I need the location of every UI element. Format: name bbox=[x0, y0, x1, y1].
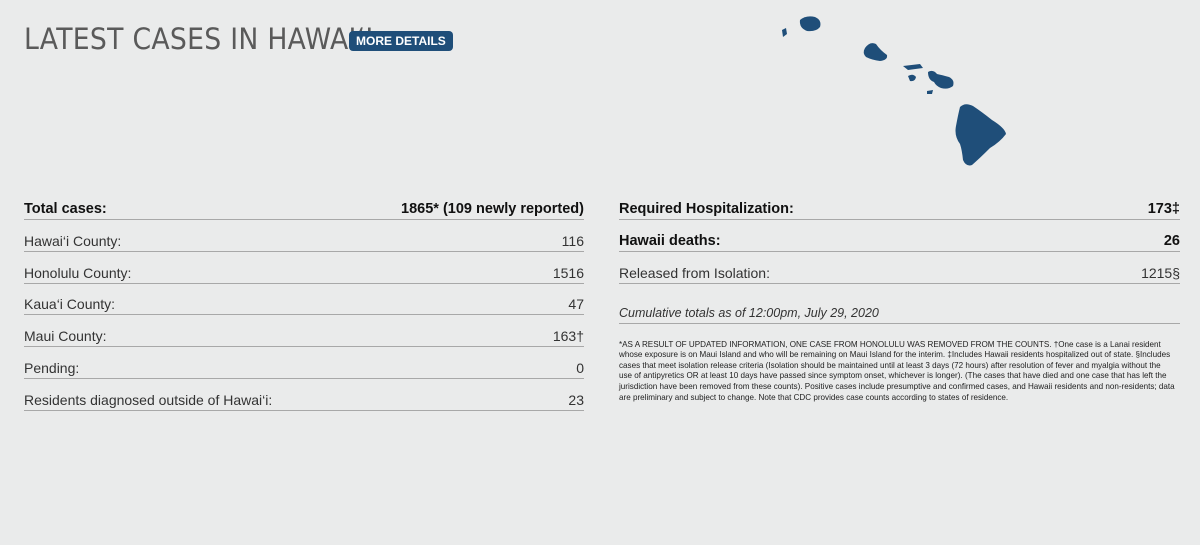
footnote: *AS A RESULT OF UPDATED INFORMATION, ONE… bbox=[619, 339, 1175, 402]
row-value: 23 bbox=[568, 391, 584, 408]
table-row-deaths: Hawaii deaths: 26 bbox=[619, 220, 1180, 252]
row-value: 47 bbox=[568, 296, 584, 313]
table-row-residents-outside: Residents diagnosed outside of Hawai‘i: … bbox=[24, 379, 584, 411]
cases-table: Total cases: 1865* (109 newly reported) … bbox=[24, 200, 584, 411]
row-value: 26 bbox=[1163, 232, 1180, 249]
row-label: Hawai‘i County: bbox=[24, 232, 122, 249]
table-row-released: Released from Isolation: 1215§ bbox=[619, 252, 1180, 284]
row-label: Total cases: bbox=[24, 201, 107, 217]
row-value: 1865* (109 newly reported) bbox=[401, 201, 584, 217]
page-title: LATEST CASES IN HAWAI‘I bbox=[24, 22, 374, 56]
row-label: Released from Isolation: bbox=[619, 264, 770, 281]
row-label: Residents diagnosed outside of Hawai‘i: bbox=[24, 391, 273, 408]
outcomes-table: Required Hospitalization: 173‡ Hawaii de… bbox=[619, 200, 1180, 403]
table-row-hospitalization: Required Hospitalization: 173‡ bbox=[619, 200, 1180, 220]
row-value: 1516 bbox=[552, 264, 584, 281]
cumulative-note: Cumulative totals as of 12:00pm, July 29… bbox=[619, 306, 1180, 324]
row-label: Pending: bbox=[24, 359, 80, 376]
table-row-hawaii-county: Hawai‘i County: 116 bbox=[24, 220, 584, 252]
row-value: 163† bbox=[552, 328, 584, 345]
more-details-button[interactable]: MORE DETAILS bbox=[349, 31, 453, 51]
table-row-kauai-county: Kaua‘i County: 47 bbox=[24, 284, 584, 316]
table-row-total-cases: Total cases: 1865* (109 newly reported) bbox=[24, 200, 584, 220]
hawaii-islands-map-icon bbox=[782, 16, 1006, 166]
table-row-honolulu-county: Honolulu County: 1516 bbox=[24, 252, 584, 284]
table-row-pending: Pending: 0 bbox=[24, 347, 584, 379]
row-value: 116 bbox=[561, 232, 584, 249]
row-label: Maui County: bbox=[24, 328, 107, 345]
table-row-maui-county: Maui County: 163† bbox=[24, 315, 584, 348]
row-value: 1215§ bbox=[1141, 264, 1180, 281]
row-label: Honolulu County: bbox=[24, 264, 132, 281]
row-label: Kaua‘i County: bbox=[24, 296, 116, 313]
row-value: 173‡ bbox=[1147, 201, 1180, 217]
row-label: Hawaii deaths: bbox=[619, 232, 721, 249]
row-value: 0 bbox=[576, 359, 584, 376]
row-label: Required Hospitalization: bbox=[619, 201, 794, 217]
